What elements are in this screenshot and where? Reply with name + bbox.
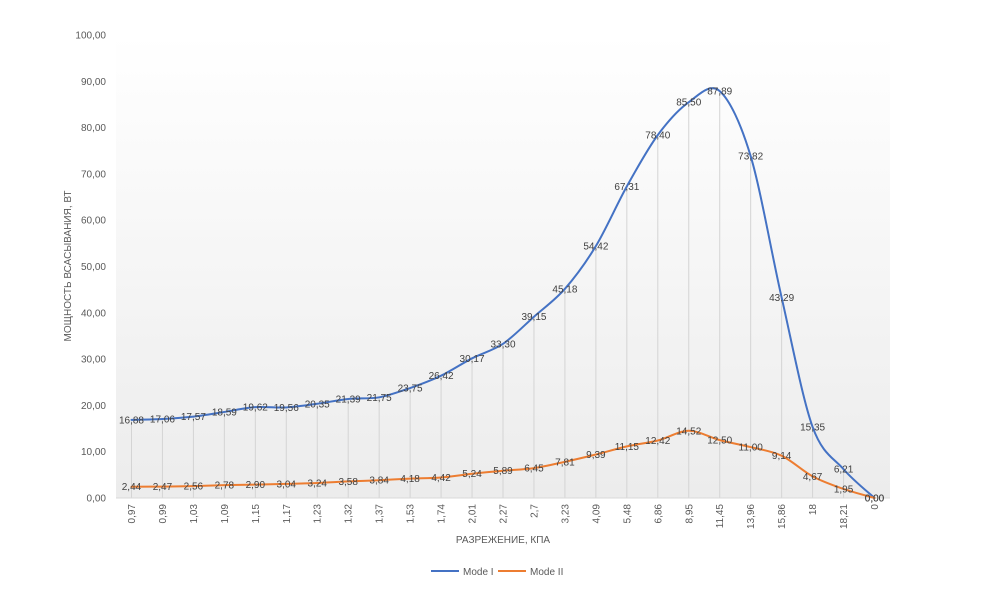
data-label: 14,52	[676, 426, 701, 437]
x-tick-label: 1,23	[313, 504, 324, 524]
data-label: 18,59	[212, 407, 237, 418]
y-axis-title: МОЩНОСТЬ ВСАСЫВАНИЯ, ВТ	[63, 191, 74, 342]
x-tick-label: 6,86	[653, 504, 664, 524]
y-tick-label: 50,00	[81, 262, 106, 273]
data-label: 4,67	[803, 472, 823, 483]
data-label: 1,95	[834, 484, 854, 495]
data-label: 9,14	[772, 451, 792, 462]
x-tick-label: 8,95	[684, 504, 695, 524]
data-label: 67,31	[614, 182, 639, 193]
data-label: 87,89	[707, 87, 732, 98]
y-tick-label: 40,00	[81, 308, 106, 319]
data-label: 3,84	[369, 476, 389, 487]
y-tick-label: 0,00	[87, 494, 107, 505]
y-tick-label: 90,00	[81, 77, 106, 88]
data-label: 2,78	[215, 481, 235, 492]
x-tick-label: 1,03	[189, 504, 200, 524]
data-label: 2,90	[246, 480, 266, 491]
data-label: 45,18	[552, 284, 577, 295]
y-tick-label: 30,00	[81, 355, 106, 366]
x-tick-label: 2,7	[529, 504, 540, 518]
x-tick-label: 1,32	[344, 504, 355, 524]
data-label: 2,47	[153, 482, 173, 493]
data-label: 6,21	[834, 465, 854, 476]
y-axis-ticks: 0,00 10,00 20,00 30,00 40,00 50,00 60,00 70,00 8…	[75, 31, 106, 505]
data-label: 5,24	[462, 469, 482, 480]
data-label: 11,00	[739, 443, 764, 454]
data-label: 43,29	[769, 293, 794, 304]
data-label: 4,42	[431, 473, 451, 484]
data-label: 3,04	[277, 479, 297, 490]
y-tick-label: 20,00	[81, 401, 106, 412]
x-tick-label: 4,09	[591, 504, 602, 524]
data-label: 7,81	[555, 457, 575, 468]
data-label: 2,56	[184, 482, 204, 493]
x-tick-label: 1,15	[251, 504, 262, 524]
data-label: 54,42	[583, 242, 608, 253]
x-tick-label: 1,53	[406, 504, 417, 524]
x-tick-label: 2,01	[468, 504, 479, 524]
y-tick-label: 70,00	[81, 169, 106, 180]
data-label: 39,15	[521, 312, 546, 323]
y-tick-label: 100,00	[75, 31, 106, 42]
x-tick-label: 18	[808, 504, 819, 516]
data-label: 19,56	[274, 403, 299, 414]
x-axis-ticks: 0,97 0,99 1,03 1,09 1,15 1,17 1,23 1,32 1,37 1,53…	[127, 504, 881, 529]
x-tick-label: 13,96	[746, 504, 757, 529]
y-tick-label: 80,00	[81, 123, 106, 134]
data-label: 15,35	[800, 422, 825, 433]
data-label: 26,42	[429, 371, 454, 382]
data-label: 17,57	[181, 412, 206, 423]
x-axis-title: РАЗРЕЖЕНИЕ, КПА	[456, 535, 550, 546]
data-label: 11,15	[615, 442, 640, 453]
y-tick-label: 60,00	[81, 216, 106, 227]
x-tick-label: 1,17	[282, 504, 293, 524]
data-label: 17,06	[150, 415, 175, 426]
data-label: 78,40	[645, 131, 670, 142]
data-label: 12,42	[645, 436, 670, 447]
x-tick-label: 1,74	[437, 504, 448, 524]
series-line-mode-i	[130, 87, 876, 499]
data-label: 19,62	[243, 403, 268, 414]
data-label: 20,35	[305, 399, 330, 410]
data-label: 0,00	[865, 494, 885, 505]
x-tick-label: 0,99	[158, 504, 169, 524]
x-tick-label: 15,86	[777, 504, 788, 529]
data-label: 2,44	[122, 482, 142, 493]
data-label: 4,18	[400, 474, 420, 485]
data-label: 16,88	[119, 415, 144, 426]
data-label: 21,39	[336, 394, 361, 405]
data-label: 33,30	[490, 339, 515, 350]
series-lines	[130, 87, 876, 499]
data-label: 30,17	[460, 354, 485, 365]
data-label: 23,75	[398, 384, 423, 395]
data-label: 21,75	[367, 393, 392, 404]
x-tick-label: 18,21	[839, 504, 850, 529]
data-label: 73,82	[738, 152, 763, 163]
data-label: 3,24	[308, 478, 328, 489]
data-label: 6,45	[524, 464, 544, 475]
x-tick-label: 0	[870, 504, 881, 510]
data-label: 12,50	[707, 436, 732, 447]
data-label: 85,50	[676, 98, 701, 109]
x-tick-label: 11,45	[715, 504, 726, 529]
data-label: 9,39	[586, 450, 606, 461]
legend: Mode I Mode II	[431, 567, 563, 578]
legend-label-mode-i: Mode I	[463, 567, 494, 578]
legend-label-mode-ii: Mode II	[530, 567, 563, 578]
x-tick-label: 2,27	[499, 504, 510, 524]
x-tick-label: 0,97	[127, 504, 138, 524]
x-tick-label: 1,09	[220, 504, 231, 524]
data-labels: 16,88 17,06 17,57 18,59 19,62 19,56 20,35 21,39…	[119, 87, 885, 505]
data-label: 3,58	[338, 477, 358, 488]
data-label: 5,89	[493, 466, 513, 477]
x-tick-label: 5,48	[622, 504, 633, 524]
x-tick-label: 3,23	[560, 504, 571, 524]
y-tick-label: 10,00	[81, 447, 106, 458]
data-label: 0,00	[865, 494, 885, 505]
x-tick-label: 1,37	[375, 504, 386, 524]
series-line-mode-ii	[130, 429, 876, 499]
